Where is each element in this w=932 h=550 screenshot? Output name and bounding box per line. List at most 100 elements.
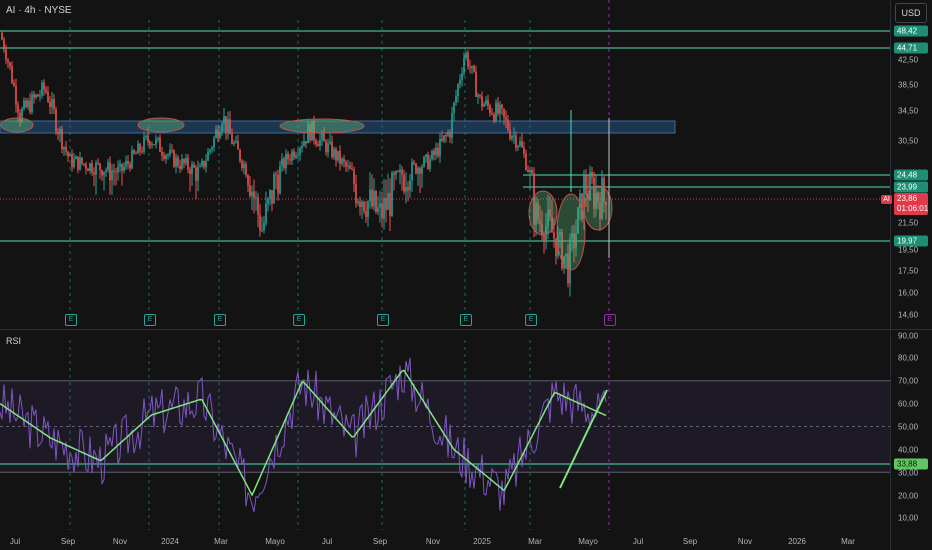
- candle-body: [457, 84, 459, 96]
- candle-body: [23, 100, 25, 109]
- earnings-marker[interactable]: E: [144, 314, 156, 326]
- rsi-axis-tick: 30,00: [898, 468, 919, 478]
- candle-body: [121, 163, 123, 171]
- candle-body: [403, 174, 405, 192]
- candle-body: [173, 150, 175, 167]
- earnings-marker[interactable]: E: [293, 314, 305, 326]
- candle-body: [513, 135, 515, 137]
- candle-body: [187, 157, 189, 170]
- candle-body: [181, 159, 183, 169]
- rsi-axis-tick: 50,00: [898, 422, 919, 432]
- candle-body: [267, 198, 269, 204]
- candle-body: [541, 223, 543, 236]
- candle-body: [307, 124, 309, 144]
- candle-body: [21, 108, 23, 122]
- pattern-ellipse: [279, 118, 365, 134]
- candle-body: [539, 220, 541, 224]
- level-badge[interactable]: 48,42: [894, 25, 928, 37]
- time-axis-tick: Mar: [841, 537, 855, 546]
- earnings-marker[interactable]: E: [65, 314, 77, 326]
- pane-separator[interactable]: [0, 329, 932, 330]
- candle-body: [377, 207, 379, 212]
- candle-body: [157, 137, 159, 140]
- candle-body: [369, 189, 371, 202]
- candle-body: [549, 209, 551, 217]
- candle-body: [297, 154, 299, 156]
- candle-body: [35, 94, 37, 98]
- rsi-axis-tick: 10,00: [898, 513, 919, 523]
- candle-body: [461, 73, 463, 80]
- candle-body: [313, 120, 315, 141]
- candle-body: [239, 149, 241, 161]
- level-badge[interactable]: 44,71: [894, 42, 928, 54]
- time-axis-tick: 2025: [473, 537, 491, 546]
- candle-body: [303, 141, 305, 146]
- candle-body: [159, 137, 161, 152]
- symbol-tag[interactable]: AI: [881, 195, 892, 204]
- candle-body: [367, 201, 369, 218]
- candle-body: [291, 151, 293, 161]
- candle-body: [585, 175, 587, 195]
- candle-body: [7, 59, 9, 63]
- candle-body: [489, 105, 491, 114]
- symbol-title[interactable]: AI · 4h · NYSE: [6, 5, 72, 16]
- candle-body: [81, 157, 83, 164]
- earnings-marker[interactable]: E: [460, 314, 472, 326]
- candle-body: [177, 157, 179, 166]
- candle-body: [99, 163, 101, 170]
- candle-body: [271, 190, 273, 204]
- candle-body: [119, 163, 121, 167]
- level-badge[interactable]: 23,99: [894, 181, 928, 193]
- currency-button[interactable]: USD: [895, 3, 927, 23]
- candle-body: [359, 201, 361, 208]
- rsi-trendline: [559, 389, 608, 489]
- candle-body: [73, 158, 75, 168]
- candle-body: [245, 163, 247, 176]
- candle-body: [281, 158, 283, 166]
- candle-body: [65, 146, 67, 152]
- candle-body: [37, 94, 39, 97]
- candle-body: [299, 148, 301, 155]
- candle-body: [417, 167, 419, 174]
- candle-body: [111, 170, 113, 181]
- candle-body: [333, 148, 335, 158]
- rsi-axis-tick: 90,00: [898, 331, 919, 341]
- earnings-marker[interactable]: E: [525, 314, 537, 326]
- candle-body: [577, 207, 579, 234]
- candle-body: [425, 154, 427, 158]
- candle-body: [353, 169, 355, 185]
- candle-body: [149, 141, 151, 146]
- candle-body: [145, 135, 147, 138]
- candle-body: [575, 233, 577, 249]
- earnings-marker[interactable]: E: [214, 314, 226, 326]
- candle-body: [77, 156, 79, 170]
- candle-body: [103, 171, 105, 176]
- candle-body: [261, 230, 263, 232]
- candle-body: [533, 173, 535, 225]
- candle-body: [561, 232, 563, 269]
- candle-body: [581, 193, 583, 220]
- candle-body: [185, 157, 187, 164]
- candle-body: [483, 104, 485, 107]
- candle-body: [383, 197, 385, 219]
- candle-body: [543, 235, 545, 242]
- rsi-level-badge[interactable]: 33,88: [894, 458, 928, 470]
- candle-body: [491, 113, 493, 115]
- level-badge[interactable]: 24,48: [894, 169, 928, 181]
- earnings-marker[interactable]: E: [377, 314, 389, 326]
- candle-body: [331, 141, 333, 158]
- candle-body: [603, 177, 605, 203]
- earnings-marker-upcoming[interactable]: E: [604, 314, 616, 326]
- time-axis-tick: Sep: [682, 537, 698, 546]
- candle-body: [199, 165, 201, 167]
- candle-body: [341, 158, 343, 164]
- rsi-ma-line: [0, 369, 607, 497]
- current-price-badge[interactable]: 23,86 01:06:01: [894, 193, 928, 215]
- level-badge[interactable]: 19,97: [894, 235, 928, 247]
- candle-body: [361, 201, 363, 208]
- candle-body: [193, 164, 195, 168]
- candle-body: [263, 223, 265, 231]
- candle-body: [63, 146, 65, 150]
- candle-body: [571, 233, 573, 239]
- chart-canvas[interactable]: [0, 0, 890, 550]
